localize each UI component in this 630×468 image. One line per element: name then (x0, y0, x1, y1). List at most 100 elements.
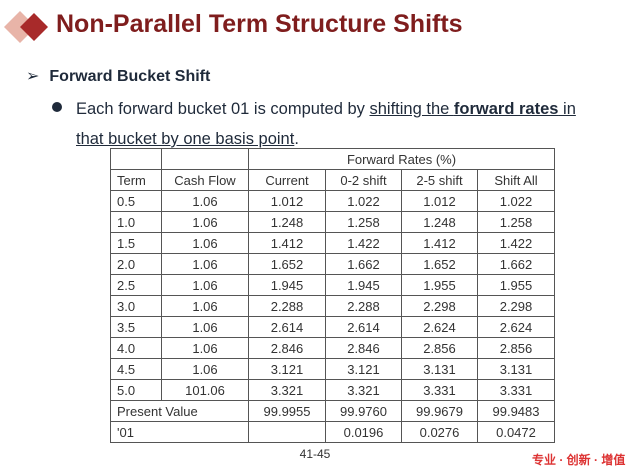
watermark: 专业 · 创新 · 增值 (532, 453, 626, 467)
table-cell: 2.856 (477, 337, 555, 359)
table-cell: 1.945 (325, 274, 402, 296)
table-cell: 1.06 (161, 274, 249, 296)
table-cell: 2.614 (325, 316, 402, 338)
table-cell: 3.0 (110, 295, 162, 317)
table-cell: 1.06 (161, 232, 249, 254)
table-row: 1.0 1.06 1.248 1.258 1.248 1.258 (110, 211, 555, 233)
page-number: 41-45 (299, 447, 331, 461)
table-cell: 101.06 (161, 379, 249, 401)
table-cell: 0.0472 (477, 421, 555, 443)
table-cell (248, 421, 326, 443)
table-cell: 1.06 (161, 211, 249, 233)
table-cell: 3.321 (248, 379, 326, 401)
table-cell: 1.412 (401, 232, 478, 254)
table-cell: '01 (110, 421, 249, 443)
table-cell: 3.5 (110, 316, 162, 338)
section-heading: ➢ Forward Bucket Shift (26, 68, 211, 85)
table-cell: 0.0276 (401, 421, 478, 443)
table-cell: Cash Flow (161, 169, 249, 191)
table-cell: 1.945 (248, 274, 326, 296)
table-cell: 4.0 (110, 337, 162, 359)
table-cell: 1.022 (325, 190, 402, 212)
table-cell: 3.331 (477, 379, 555, 401)
table-row: Present Value 99.9955 99.9760 99.9679 99.948… (110, 400, 555, 422)
table-cell: 3.121 (325, 358, 402, 380)
text: shifting the (369, 100, 454, 118)
table-cell: 3.131 (477, 358, 555, 380)
table-cell: 1.06 (161, 316, 249, 338)
table-cell: Present Value (110, 400, 249, 422)
table-cell: 1.06 (161, 337, 249, 359)
table-cell: 3.321 (325, 379, 402, 401)
table-cell: 3.121 (248, 358, 326, 380)
table-cell: 1.955 (477, 274, 555, 296)
table-cell: 1.412 (248, 232, 326, 254)
table-cell: 1.258 (477, 211, 555, 233)
table-row: 5.0 101.06 3.321 3.321 3.331 3.331 (110, 379, 555, 401)
table-cell: 2.846 (248, 337, 326, 359)
table-cell: 1.248 (248, 211, 326, 233)
table-cell: 1.652 (248, 253, 326, 275)
table-cell: 1.012 (401, 190, 478, 212)
table-cell: 0.5 (110, 190, 162, 212)
table-cell: Term (110, 169, 162, 191)
table-cell: 2.846 (325, 337, 402, 359)
heading-text: Forward Bucket Shift (49, 68, 211, 85)
table-cell: 2.298 (477, 295, 555, 317)
table-row: 2.0 1.06 1.652 1.662 1.652 1.662 (110, 253, 555, 275)
table-cell: 2.614 (248, 316, 326, 338)
table-cell: 2.624 (401, 316, 478, 338)
table-cell: 2-5 shift (401, 169, 478, 191)
table-cell: 5.0 (110, 379, 162, 401)
table-cell: 2.5 (110, 274, 162, 296)
table: Forward Rates (%) Term Cash Flow Current 0-2… (110, 148, 555, 443)
table-cell: Forward Rates (%) (248, 148, 555, 170)
table-cell: 1.012 (248, 190, 326, 212)
bullet-text: Each forward bucket 01 is computed by sh… (76, 94, 606, 154)
table-row: 4.0 1.06 2.846 2.846 2.856 2.856 (110, 337, 555, 359)
table-row: 4.5 1.06 3.121 3.121 3.131 3.131 (110, 358, 555, 380)
table-cell (161, 148, 249, 170)
table-cell: 2.288 (325, 295, 402, 317)
table-cell: 1.06 (161, 253, 249, 275)
table-cell: 1.422 (477, 232, 555, 254)
table-cell: 2.624 (477, 316, 555, 338)
text: in that bucket by one basis point (76, 100, 576, 148)
text: forward rates (453, 100, 559, 118)
table-cell: 1.06 (161, 358, 249, 380)
table-cell: 0.0196 (325, 421, 402, 443)
table-cell: 1.248 (401, 211, 478, 233)
table-row: 2.5 1.06 1.945 1.945 1.955 1.955 (110, 274, 555, 296)
table-cell: 1.258 (325, 211, 402, 233)
table-cell: 1.422 (325, 232, 402, 254)
table-row: 0.5 1.06 1.012 1.022 1.012 1.022 (110, 190, 555, 212)
table-cell: 1.652 (401, 253, 478, 275)
table-cell: 2.0 (110, 253, 162, 275)
logo (4, 11, 48, 43)
bullet-dot (52, 102, 62, 112)
table-cell (110, 148, 162, 170)
table-cell: 2.288 (248, 295, 326, 317)
table-cell: 99.9483 (477, 400, 555, 422)
table-cell: 1.06 (161, 190, 249, 212)
table-cell: Shift All (477, 169, 555, 191)
table-row: '01 0.0196 0.0276 0.0472 (110, 421, 555, 443)
table-cell: 0-2 shift (325, 169, 402, 191)
table-cell: 1.662 (325, 253, 402, 275)
table-row: Term Cash Flow Current 0-2 shift 2-5 shift Sh… (110, 169, 555, 191)
table-row: 3.5 1.06 2.614 2.614 2.624 2.624 (110, 316, 555, 338)
table-cell: 3.331 (401, 379, 478, 401)
table-cell: 99.9760 (325, 400, 402, 422)
table-cell: 1.022 (477, 190, 555, 212)
table-cell: 4.5 (110, 358, 162, 380)
table-cell: 99.9955 (248, 400, 326, 422)
title: Non-Parallel Term Structure Shifts (56, 10, 463, 38)
table-cell: 2.856 (401, 337, 478, 359)
table-row: 3.0 1.06 2.288 2.288 2.298 2.298 (110, 295, 555, 317)
table-cell: 1.955 (401, 274, 478, 296)
text: Each forward bucket 01 is computed by (76, 100, 370, 118)
table-cell: 3.131 (401, 358, 478, 380)
table-cell: 1.5 (110, 232, 162, 254)
table-cell: 2.298 (401, 295, 478, 317)
